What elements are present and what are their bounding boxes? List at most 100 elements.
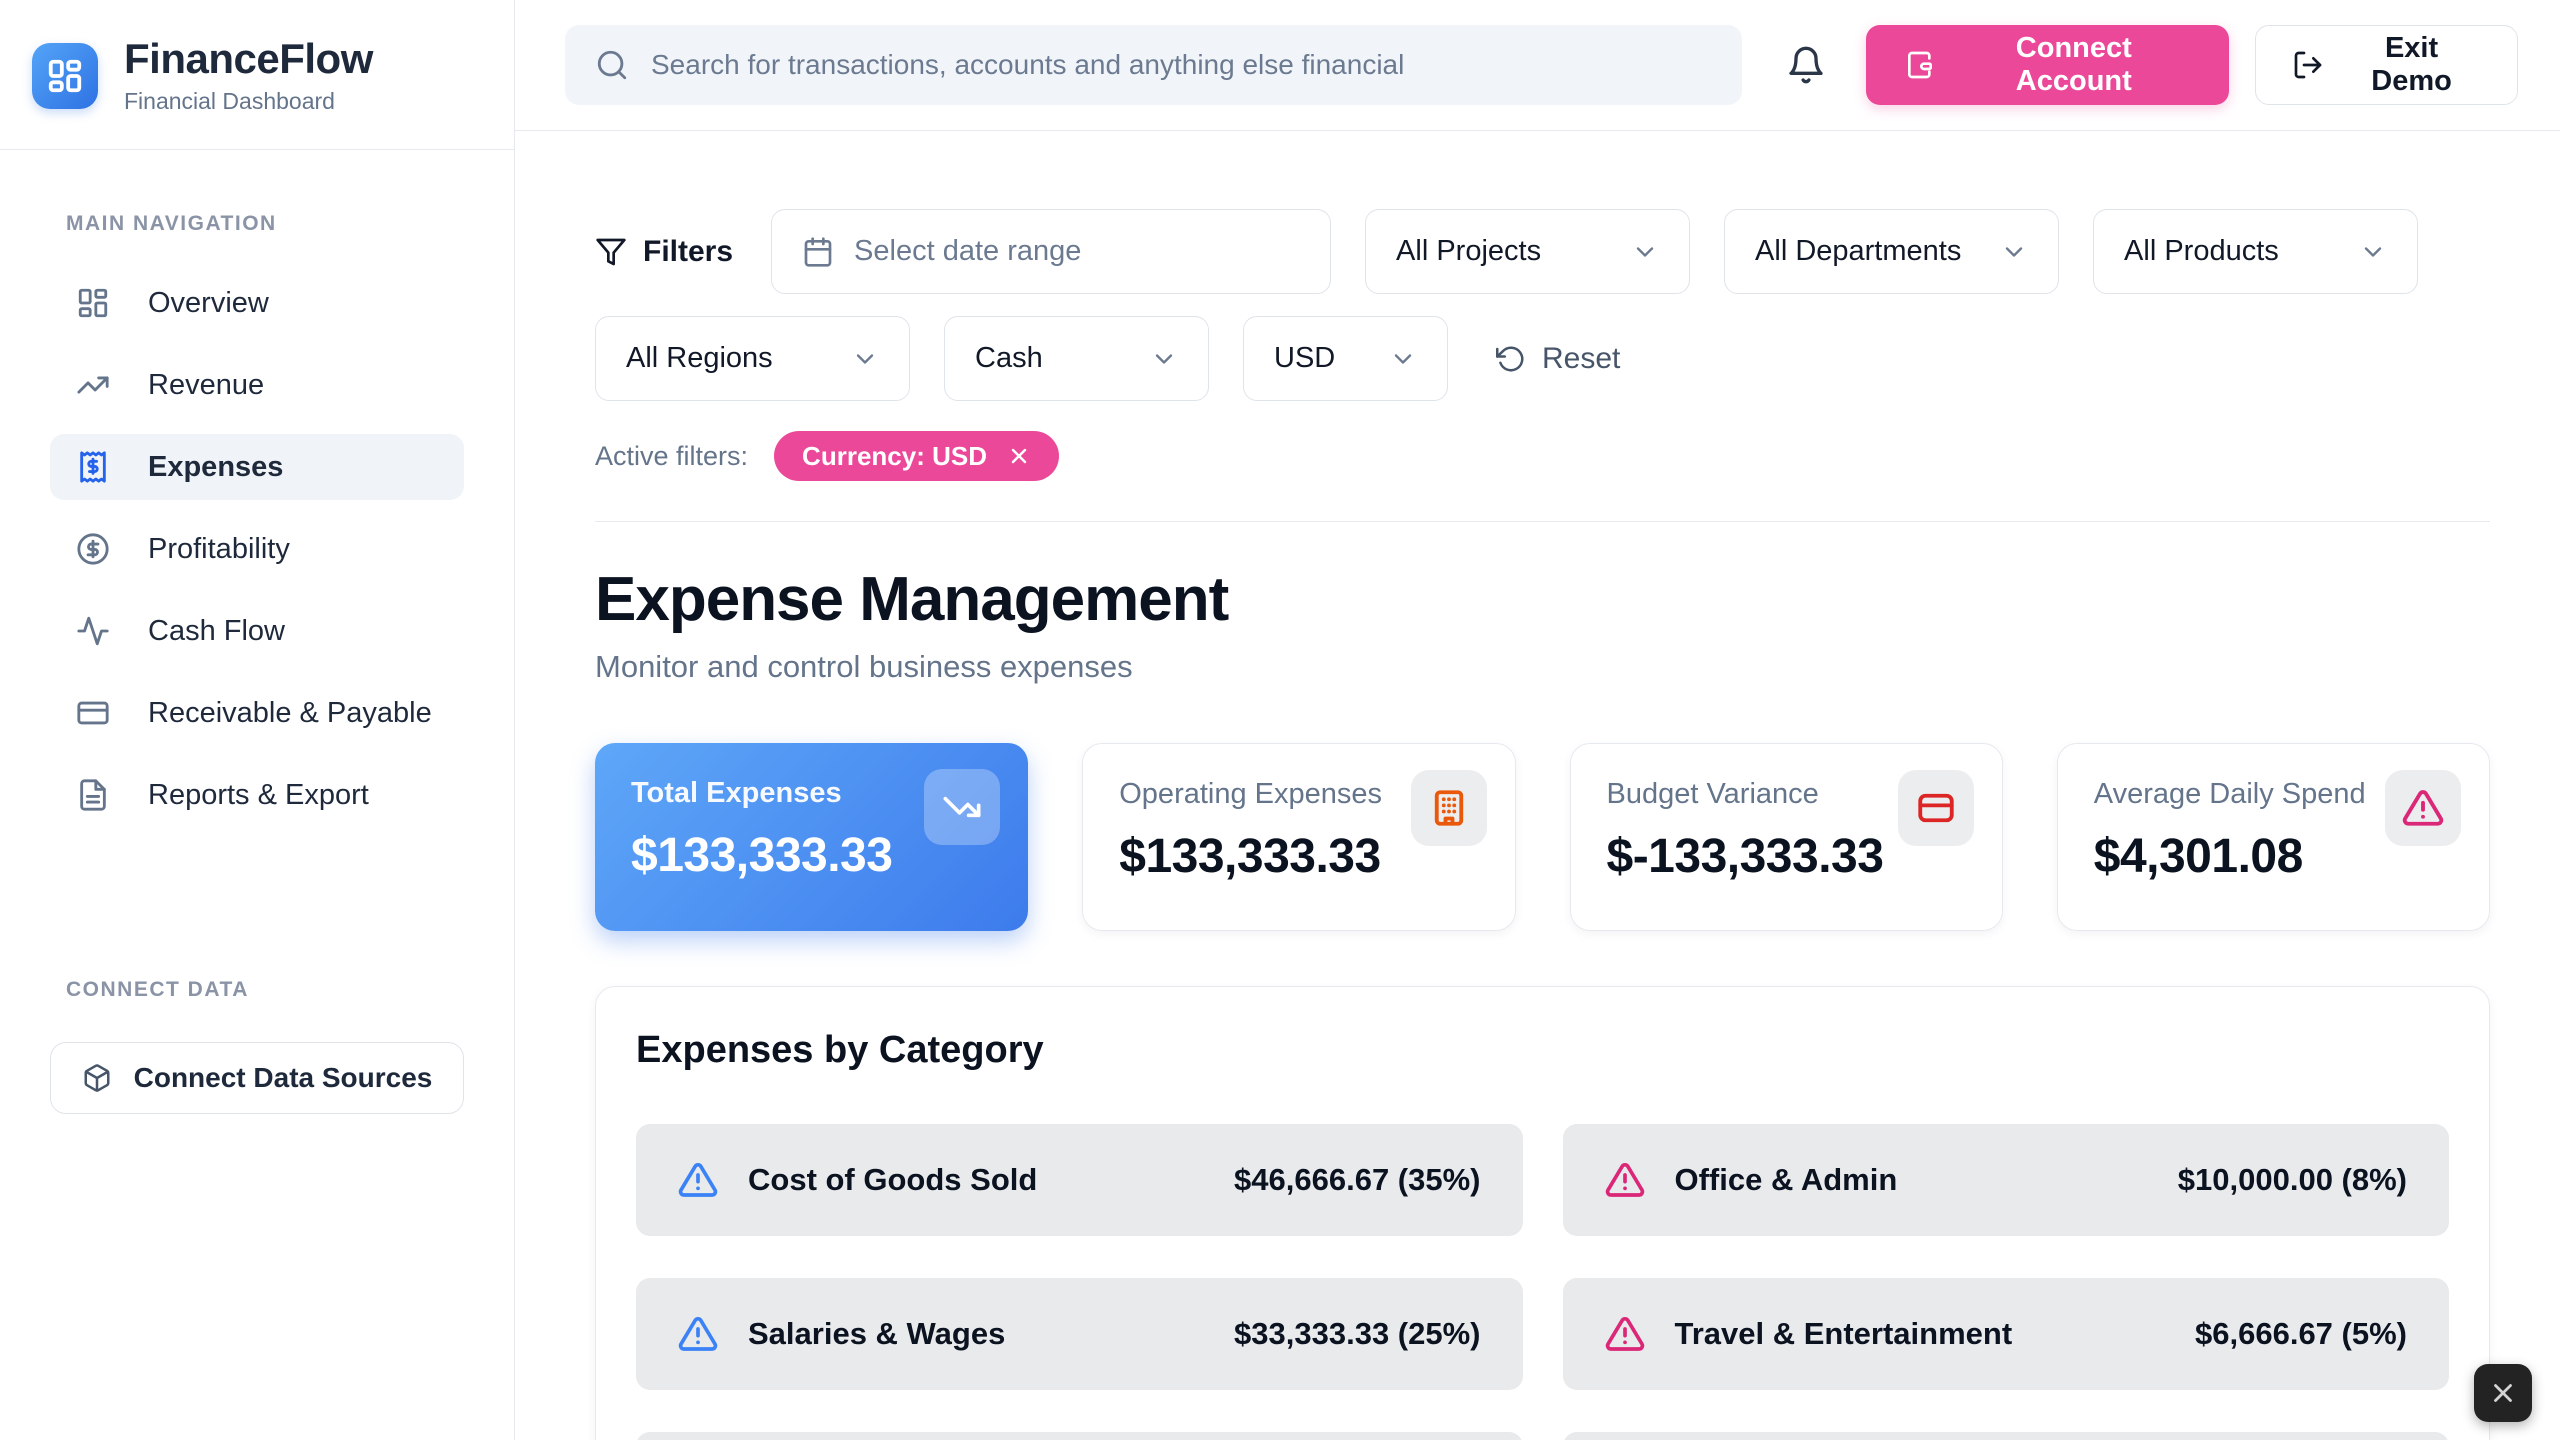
category-row-salaries-wages: Salaries & Wages $33,333.33 (25%) bbox=[636, 1278, 1523, 1390]
category-name: Cost of Goods Sold bbox=[748, 1162, 1038, 1197]
file-text-icon bbox=[76, 778, 110, 812]
close-icon[interactable] bbox=[1007, 444, 1031, 468]
projects-dropdown[interactable]: All Projects bbox=[1365, 209, 1691, 294]
connect-data-section-label: CONNECT DATA bbox=[66, 978, 249, 1002]
global-search[interactable] bbox=[565, 25, 1743, 105]
reset-filters-button[interactable]: Reset bbox=[1496, 342, 1620, 376]
stat-card-average-daily-spend: Average Daily Spend $4,301.08 bbox=[2056, 743, 2490, 931]
sidebar-item-label: Cash Flow bbox=[148, 614, 285, 647]
search-input[interactable] bbox=[651, 49, 1713, 81]
category-row-office-admin: Office & Admin $10,000.00 (8%) bbox=[1562, 1124, 2449, 1236]
wallet-icon bbox=[1904, 49, 1936, 81]
activity-icon bbox=[76, 614, 110, 648]
exit-demo-label: Exit Demo bbox=[2371, 32, 2452, 97]
date-range-placeholder: Select date range bbox=[854, 235, 1082, 267]
connect-account-button[interactable]: Connect Account bbox=[1866, 25, 2230, 105]
accounting-basis-dropdown[interactable]: Cash bbox=[944, 316, 1209, 401]
sidebar-item-expenses[interactable]: Expenses bbox=[50, 434, 464, 501]
main-navigation: Overview Revenue Expenses Profitability … bbox=[0, 270, 514, 828]
categories-grid: Cost of Goods Sold $46,666.67 (35%) Offi… bbox=[636, 1124, 2449, 1440]
expenses-by-category-card: Expenses by Category Cost of Goods Sold … bbox=[595, 986, 2490, 1440]
filters-row-2: All Regions Cash USD bbox=[595, 316, 2490, 401]
departments-dropdown[interactable]: All Departments bbox=[1724, 209, 2060, 294]
app-subtitle: Financial Dashboard bbox=[124, 88, 335, 115]
stat-label: Budget Variance bbox=[1606, 778, 1819, 810]
currency-filter-chip[interactable]: Currency: USD bbox=[774, 431, 1059, 481]
products-dropdown[interactable]: All Products bbox=[2093, 209, 2419, 294]
sidebar-item-overview[interactable]: Overview bbox=[50, 270, 464, 336]
date-range-input[interactable]: Select date range bbox=[771, 209, 1332, 294]
products-dropdown-value: All Products bbox=[2124, 235, 2279, 267]
sidebar-item-cash-flow[interactable]: Cash Flow bbox=[50, 598, 464, 664]
chevron-down-icon bbox=[1150, 345, 1178, 373]
exit-demo-button[interactable]: Exit Demo bbox=[2255, 25, 2518, 105]
category-amount: $33,333.33 (25%) bbox=[1234, 1316, 1481, 1351]
close-icon bbox=[2488, 1378, 2518, 1408]
nav-section-label: MAIN NAVIGATION bbox=[66, 212, 277, 236]
reset-label: Reset bbox=[1542, 341, 1621, 375]
currency-dropdown-value: USD bbox=[1274, 342, 1336, 374]
departments-dropdown-value: All Departments bbox=[1755, 235, 1962, 267]
category-amount: $6,666.67 (5%) bbox=[2195, 1316, 2407, 1351]
category-amount: $46,666.67 (35%) bbox=[1234, 1162, 1481, 1197]
stat-cards: Total Expenses $133,333.33 Operating Exp… bbox=[595, 743, 2490, 931]
app-logo-badge bbox=[32, 42, 98, 109]
notifications-button[interactable] bbox=[1776, 35, 1836, 95]
filters-label: Filters bbox=[643, 234, 734, 268]
overlay-close-button[interactable] bbox=[2474, 1364, 2532, 1422]
chevron-down-icon bbox=[851, 345, 879, 373]
currency-chip-label: Currency: USD bbox=[802, 440, 987, 471]
stat-card-operating-expenses: Operating Expenses $133,333.33 bbox=[1082, 743, 1516, 931]
dashboard-grid-icon bbox=[46, 57, 84, 95]
category-row-marketing: Marketing $20,000.00 (15%) bbox=[636, 1432, 1523, 1440]
stat-label: Operating Expenses bbox=[1119, 778, 1383, 810]
category-name: Travel & Entertainment bbox=[1674, 1316, 2013, 1351]
credit-card-icon bbox=[1897, 770, 1974, 846]
sidebar-item-profitability[interactable]: Profitability bbox=[50, 516, 464, 582]
circle-dollar-icon bbox=[76, 532, 110, 566]
stat-card-budget-variance: Budget Variance $-133,333.33 bbox=[1569, 743, 2003, 931]
sidebar-item-label: Revenue bbox=[148, 368, 265, 401]
connect-data-sources-label: Connect Data Sources bbox=[133, 1062, 433, 1094]
chevron-down-icon bbox=[1389, 345, 1417, 373]
alert-triangle-icon bbox=[678, 1314, 718, 1354]
sidebar-item-label: Overview bbox=[148, 286, 269, 319]
box-icon bbox=[82, 1063, 112, 1093]
sidebar-item-revenue[interactable]: Revenue bbox=[50, 352, 464, 418]
alert-triangle-icon bbox=[2385, 770, 2461, 846]
trending-up-icon bbox=[76, 368, 110, 402]
bell-icon bbox=[1786, 45, 1826, 85]
sidebar-item-label: Expenses bbox=[148, 450, 284, 483]
active-filters-row: Active filters: Currency: USD bbox=[595, 431, 2490, 481]
stat-value: $-133,333.33 bbox=[1606, 830, 1884, 883]
sidebar: FinanceFlow Financial Dashboard MAIN NAV… bbox=[0, 0, 515, 1440]
dashboard-icon bbox=[76, 286, 110, 320]
top-bar: Connect Account Exit Demo bbox=[515, 0, 2560, 131]
receipt-icon bbox=[76, 450, 110, 484]
category-row-cost-of-goods-sold: Cost of Goods Sold $46,666.67 (35%) bbox=[636, 1124, 1523, 1236]
section-divider bbox=[595, 521, 2490, 522]
connect-data-sources-button[interactable]: Connect Data Sources bbox=[50, 1042, 464, 1115]
regions-dropdown[interactable]: All Regions bbox=[595, 316, 910, 401]
alert-triangle-icon bbox=[678, 1160, 718, 1200]
calendar-icon bbox=[802, 236, 834, 268]
categories-title: Expenses by Category bbox=[636, 1029, 1044, 1071]
sidebar-item-receivable-payable[interactable]: Receivable & Payable bbox=[50, 680, 464, 746]
category-name: Salaries & Wages bbox=[748, 1316, 1006, 1351]
stat-label: Total Expenses bbox=[631, 777, 842, 809]
sidebar-item-reports-export[interactable]: Reports & Export bbox=[50, 762, 464, 828]
building-icon bbox=[1410, 770, 1487, 846]
log-out-icon bbox=[2292, 49, 2324, 81]
category-row-professional-services: Professional Services $3,333.33 (3%) bbox=[1562, 1432, 2449, 1440]
filters-row-1: Filters Select date range All Projects A… bbox=[595, 209, 2490, 294]
alert-triangle-icon bbox=[1605, 1314, 1645, 1354]
currency-dropdown[interactable]: USD bbox=[1243, 316, 1448, 401]
rotate-ccw-icon bbox=[1496, 344, 1526, 374]
category-row-travel-entertainment: Travel & Entertainment $6,666.67 (5%) bbox=[1562, 1278, 2449, 1390]
regions-dropdown-value: All Regions bbox=[626, 342, 773, 374]
connect-account-label: Connect Account bbox=[2015, 32, 2132, 97]
stat-value: $133,333.33 bbox=[1119, 830, 1381, 883]
chevron-down-icon bbox=[1631, 238, 1659, 266]
sidebar-item-label: Profitability bbox=[148, 532, 290, 565]
main-content: Filters Select date range All Projects A… bbox=[515, 131, 2560, 1440]
